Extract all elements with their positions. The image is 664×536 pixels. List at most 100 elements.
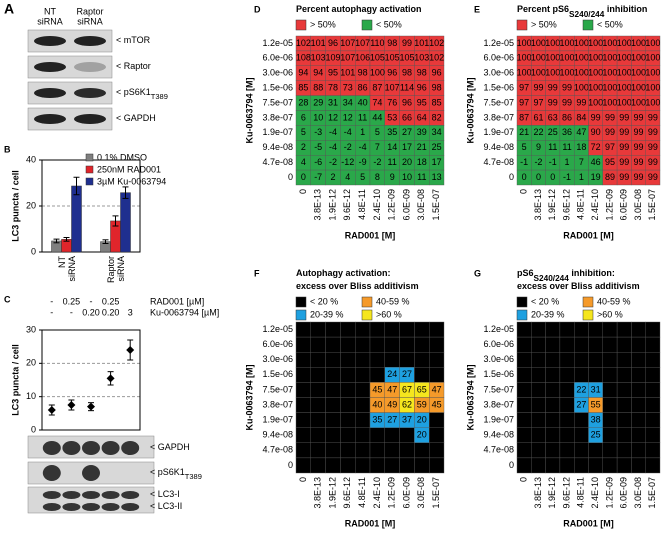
chart-title: excess over Bliss additivism <box>296 281 419 291</box>
blot-band <box>74 36 106 46</box>
cell-value: 5 <box>345 384 350 394</box>
y-tick-label: 3.8e-07 <box>483 399 514 409</box>
x-axis-label: RAD001 [M] <box>563 230 614 240</box>
lane-label: siRNA <box>37 16 63 26</box>
cell-value: 0 <box>607 339 612 349</box>
cell-value: 34 <box>432 127 442 137</box>
x-tick-label: 6.0E-09 <box>619 189 629 221</box>
cell-value: 9 <box>536 142 541 152</box>
cell-value: 17 <box>402 430 412 440</box>
x-tick-label: 0 <box>298 189 308 194</box>
x-tick-label: 3.0E-08 <box>633 477 643 509</box>
cell-value: 0 <box>301 324 306 334</box>
text-part: < GAPDH <box>150 442 190 452</box>
cell-value: -1 <box>635 324 643 334</box>
legend-label: > 50% <box>531 19 557 29</box>
cell-value: 55 <box>591 399 601 409</box>
cell-value: 72 <box>591 142 601 152</box>
cell-value: 90 <box>591 127 601 137</box>
cell-value: -4 <box>344 127 352 137</box>
y-tick-label: 30 <box>26 324 36 334</box>
chart-title: Autophagy activation: <box>296 268 391 278</box>
cell-value: 5 <box>404 339 409 349</box>
cell-value: 0 <box>593 460 598 470</box>
cell-value: 14 <box>387 430 397 440</box>
text-part: Percent pS6 <box>517 4 569 14</box>
legend-label: 250nM RAD001 <box>97 164 161 174</box>
cell-value: 0 <box>636 339 641 349</box>
cell-value: 96 <box>432 68 442 78</box>
panel-letter: E <box>474 4 480 14</box>
cell-value: 0 <box>636 384 641 394</box>
cell-value: -5 <box>329 369 337 379</box>
blot-band <box>34 88 66 98</box>
cell-value: 105 <box>385 53 400 63</box>
y-tick-label: 1.2e-05 <box>483 38 514 48</box>
panel-letter: D <box>254 4 261 14</box>
y-tick-label: 1.5e-06 <box>483 83 514 93</box>
cell-value: 105 <box>399 53 414 63</box>
cell-value: 11 <box>358 384 367 394</box>
cell-value: 100 <box>574 53 589 63</box>
cell-value: 0 <box>536 460 541 470</box>
treatment-level: 0.20 <box>82 307 100 317</box>
cell-value: 4 <box>375 339 380 349</box>
legend-swatch <box>295 19 307 31</box>
heatmap-cell <box>429 457 445 474</box>
cell-value: 11 <box>562 142 571 152</box>
x-tick-label: 2.4E-10 <box>590 477 600 509</box>
cell-value: 0 <box>622 415 627 425</box>
cell-value: 14 <box>576 415 586 425</box>
cell-value: 4 <box>301 157 306 167</box>
cell-value: 96 <box>417 83 427 93</box>
cell-value: 0 <box>593 354 598 364</box>
cell-value: 100 <box>545 68 560 78</box>
legend-label: 0.1% DMSO <box>97 152 147 162</box>
panel-letter: C <box>4 294 11 304</box>
cell-value: -3 <box>314 127 322 137</box>
cell-value: 5 <box>330 339 335 349</box>
cell-value: -2 <box>329 157 337 167</box>
blot-band <box>101 503 120 511</box>
plot-frame <box>41 329 141 431</box>
cell-value: 5 <box>565 384 570 394</box>
text-part: < Raptor <box>116 61 151 71</box>
cell-value: 99 <box>619 172 629 182</box>
cell-value: -1 <box>403 354 411 364</box>
cell-value: -2 <box>329 324 337 334</box>
cell-value: 100 <box>588 38 603 48</box>
text-part: S240/244 <box>569 10 605 19</box>
cell-value: 102 <box>429 53 444 63</box>
x-tick-label: 6.0E-09 <box>401 477 411 509</box>
x-tick-label: 1.9E-12 <box>327 189 337 221</box>
cell-value: 100 <box>617 68 632 78</box>
cell-value: 0 <box>636 445 641 455</box>
cell-value: 25 <box>591 430 601 440</box>
x-tick-label: 0 <box>519 477 529 482</box>
x-tick-label: Raptor <box>106 256 116 283</box>
cell-value: 6 <box>565 430 570 440</box>
legend-label: < 20 % <box>531 296 559 306</box>
y-tick-label: 1.5e-06 <box>483 369 514 379</box>
cell-value: 100 <box>370 68 385 78</box>
cell-value: 22 <box>533 127 543 137</box>
cell-value: 3 <box>536 399 541 409</box>
text-part: < pS6K1 <box>150 467 185 477</box>
cell-value: 0 <box>593 339 598 349</box>
cell-value: 2 <box>360 369 365 379</box>
y-tick-label: 3.8e-07 <box>483 112 514 122</box>
legend-swatch <box>85 177 94 186</box>
cell-value: 11 <box>388 445 397 455</box>
cell-value: -2 <box>344 354 352 364</box>
cell-value: -2 <box>344 142 352 152</box>
cell-value: -9 <box>359 157 367 167</box>
point <box>47 406 56 414</box>
cell-value: 100 <box>574 83 589 93</box>
cell-value: 99 <box>562 83 572 93</box>
cell-value: 11 <box>548 142 557 152</box>
cell-value: -3 <box>388 324 396 334</box>
band-label: < LC3-II <box>150 501 182 511</box>
cell-value: 100 <box>631 83 646 93</box>
cell-value: 100 <box>631 38 646 48</box>
cell-value: -1 <box>520 157 528 167</box>
